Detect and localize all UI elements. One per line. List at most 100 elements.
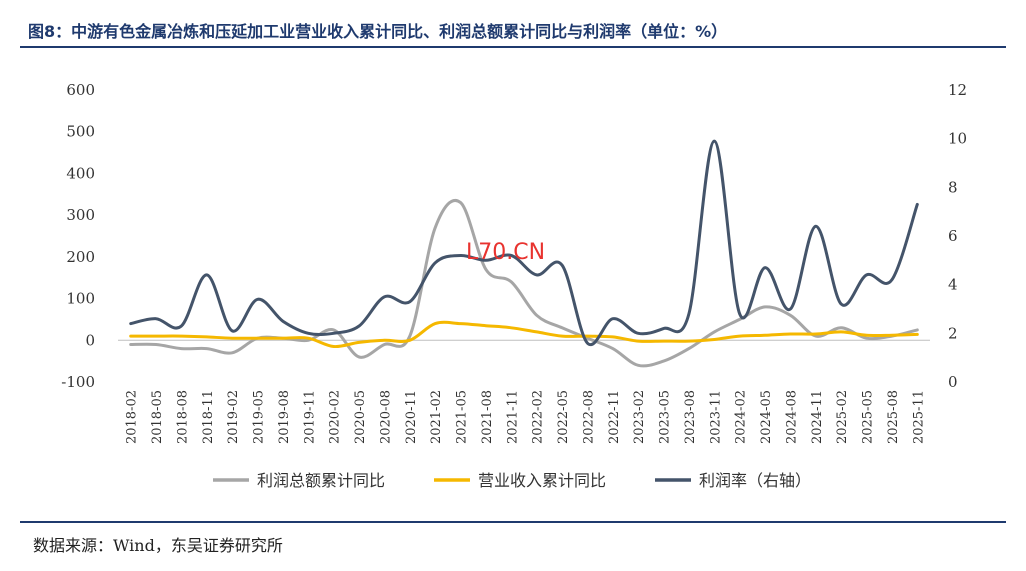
data-point-series-2 (510, 327, 512, 329)
data-point-series-1 (662, 360, 664, 362)
x-axis-tick-label: 2025-05 (861, 390, 876, 444)
data-point-series-1 (612, 347, 614, 349)
x-axis-tick-label: 2023-02 (632, 390, 647, 444)
data-point-series-3 (282, 320, 284, 322)
data-point-series-2 (307, 337, 309, 339)
x-axis-tick-label: 2022-08 (581, 390, 596, 444)
data-point-series-2 (485, 324, 487, 326)
right-axis-tick-label: 8 (948, 178, 958, 196)
data-point-series-1 (738, 318, 740, 320)
left-axis-tick-label: 400 (66, 164, 95, 182)
data-point-series-2 (180, 335, 182, 337)
right-axis-tick-label: 6 (948, 227, 958, 245)
series-group (129, 139, 919, 368)
data-point-series-2 (282, 337, 284, 339)
data-point-series-3 (840, 303, 842, 305)
x-axis-tick-label: 2024-02 (734, 390, 749, 444)
data-point-series-2 (459, 322, 461, 324)
title-divider (20, 46, 1006, 48)
right-axis-tick-label: 10 (948, 130, 967, 148)
x-axis-tick-label: 2021-05 (455, 390, 470, 444)
data-point-series-3 (561, 264, 563, 266)
x-axis-tick-label: 2018-08 (175, 390, 190, 444)
data-point-series-3 (586, 342, 588, 344)
data-point-series-1 (155, 343, 157, 345)
data-point-series-2 (155, 335, 157, 337)
data-point-series-3 (789, 308, 791, 310)
data-point-series-3 (332, 332, 334, 334)
x-axis-tick-label: 2020-05 (353, 390, 368, 444)
data-point-series-1 (180, 347, 182, 349)
data-point-series-1 (332, 329, 334, 331)
data-point-series-2 (738, 335, 740, 337)
data-point-series-2 (561, 335, 563, 337)
left-axis-tick-label: 500 (66, 123, 95, 141)
data-point-series-3 (916, 203, 918, 205)
data-point-series-2 (383, 339, 385, 341)
legend-label-3: 利润率（右轴） (699, 471, 811, 490)
data-point-series-1 (129, 343, 131, 345)
data-point-series-2 (256, 337, 258, 339)
data-point-series-2 (206, 336, 208, 338)
x-axis-tick-label: 2023-08 (683, 390, 698, 444)
right-axis-tick-label: 4 (948, 276, 958, 294)
data-point-series-2 (789, 333, 791, 335)
data-point-series-2 (865, 334, 867, 336)
legend-label-2: 营业收入累计同比 (478, 471, 606, 490)
legend-label-1: 利润总额累计同比 (257, 471, 385, 490)
data-point-series-3 (738, 313, 740, 315)
x-axis-tick-label: 2021-08 (480, 390, 495, 444)
x-axis-tick-label: 2018-05 (150, 390, 165, 444)
x-axis-tick-label: 2023-11 (708, 390, 723, 444)
line-chart: 600 500 400 300 200 100 0 -100 12 10 8 6 4 2 0 2018-02 2… (61, 81, 967, 490)
x-axis-tick-label: 2024-08 (784, 390, 799, 444)
x-axis-tick-label: 2020-11 (404, 390, 419, 444)
data-point-series-2 (612, 336, 614, 338)
x-axis-tick-label: 2021-02 (429, 390, 444, 444)
data-point-series-3 (434, 262, 436, 264)
left-axis-tick-label: -100 (61, 373, 95, 391)
data-point-series-3 (535, 274, 537, 276)
x-axis-tick-label: 2022-02 (531, 390, 546, 444)
left-axis-tick-label: 200 (66, 248, 95, 266)
data-point-series-1 (383, 343, 385, 345)
series-line-3 (129, 139, 919, 347)
data-point-series-3 (256, 298, 258, 300)
left-axis-tick-label: 0 (85, 331, 95, 349)
data-point-series-1 (434, 226, 436, 228)
x-axis-tick-label: 2020-08 (378, 390, 393, 444)
data-point-series-2 (637, 340, 639, 342)
data-point-series-3 (688, 313, 690, 315)
data-point-series-1 (840, 327, 842, 329)
right-axis-tick-label: 0 (948, 373, 958, 391)
left-axis-tick-label: 100 (66, 290, 95, 308)
x-axis-tick-label: 2021-11 (505, 390, 520, 444)
data-point-series-3 (206, 274, 208, 276)
x-axis-tick-label: 2019-11 (302, 390, 317, 444)
data-point-series-3 (637, 332, 639, 334)
data-point-series-2 (332, 345, 334, 347)
data-point-series-2 (409, 339, 411, 341)
data-point-series-3 (764, 266, 766, 268)
right-axis-tick-label: 2 (948, 324, 958, 342)
chart-title: 图8：中游有色金属冶炼和压延加工业营业收入累计同比、利润总额累计同比与利润率（单… (28, 22, 728, 41)
data-point-series-3 (231, 330, 233, 332)
data-point-series-2 (535, 331, 537, 333)
left-axis-tick-label: 300 (66, 206, 95, 224)
x-axis-tick-label: 2022-11 (607, 390, 622, 444)
data-point-series-3 (662, 327, 664, 329)
data-point-series-2 (916, 333, 918, 335)
data-point-series-3 (713, 140, 715, 142)
data-point-series-1 (865, 337, 867, 339)
x-axis-tick-label: 2018-02 (125, 390, 140, 444)
x-axis-tick-label: 2025-02 (835, 390, 850, 444)
data-point-series-3 (307, 332, 309, 334)
chart-legend: 利润总额累计同比 营业收入累计同比 利润率（右轴） (213, 471, 811, 490)
data-point-series-2 (891, 334, 893, 336)
data-point-series-3 (612, 318, 614, 320)
data-point-series-2 (129, 335, 131, 337)
x-axis-tick-label: 2025-08 (886, 390, 901, 444)
data-point-series-3 (155, 318, 157, 320)
x-axis-tick-label: 2019-02 (226, 390, 241, 444)
x-axis-tick-label: 2020-02 (328, 390, 343, 444)
